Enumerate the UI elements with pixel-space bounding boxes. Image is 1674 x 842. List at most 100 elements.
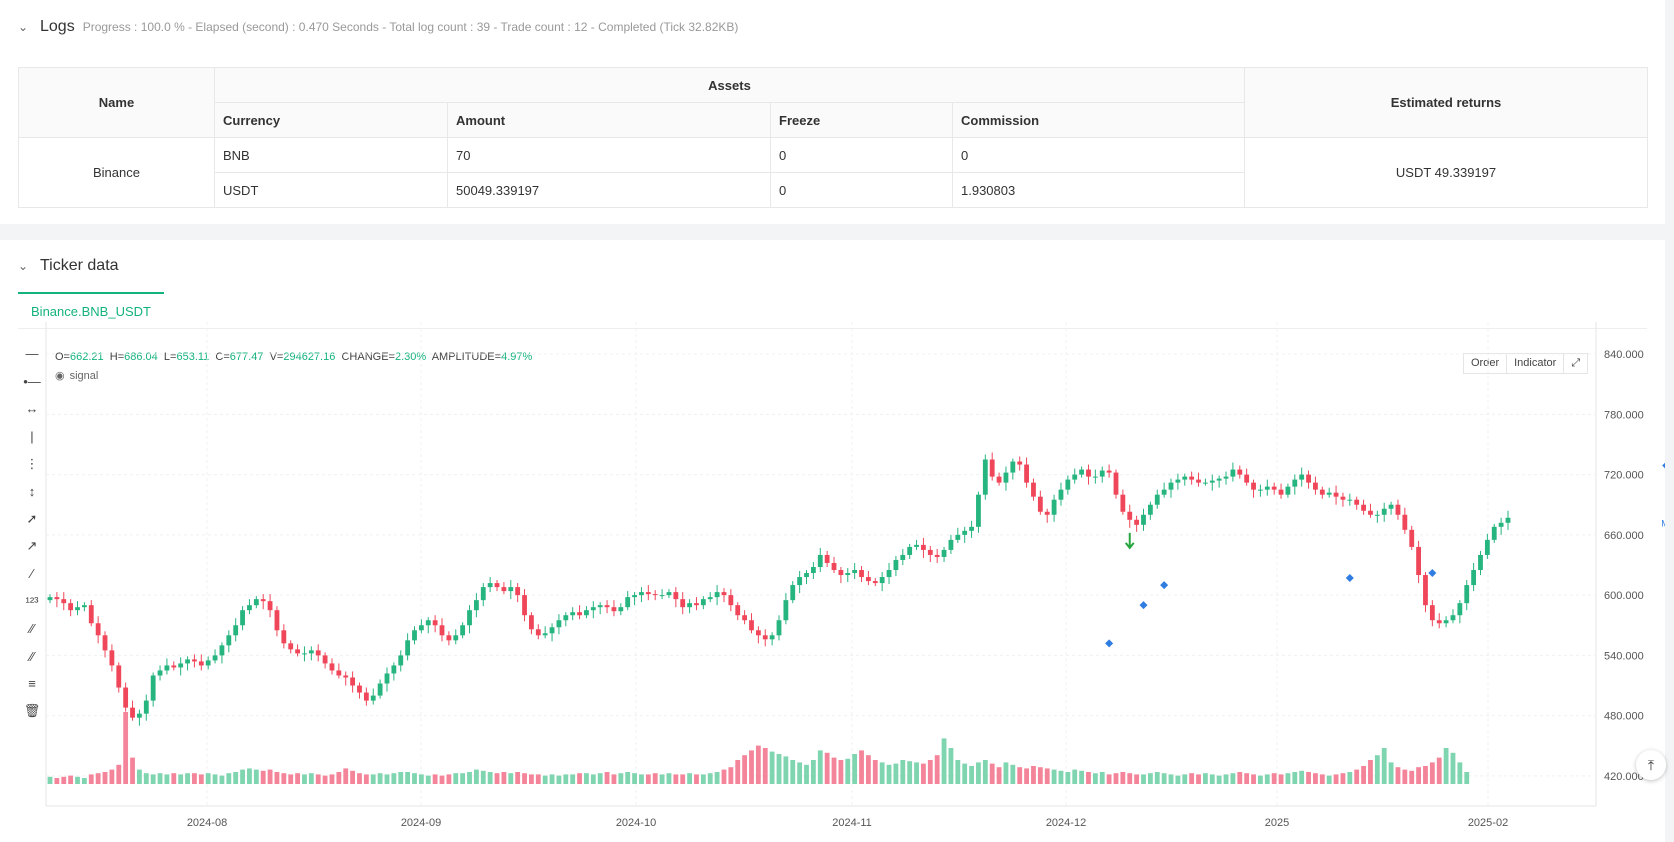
vertical-line-icon[interactable]: |	[30, 428, 34, 444]
scroll-top-icon[interactable]: ⤒	[1636, 750, 1666, 780]
chevron-down-icon[interactable]: ⌄	[18, 259, 29, 273]
volume-bar	[116, 764, 122, 784]
volume-bar	[563, 774, 569, 784]
ray-line-icon[interactable]: ↗	[26, 538, 38, 554]
candle-body	[288, 643, 294, 650]
candle-body	[865, 577, 871, 582]
candle-body	[817, 554, 823, 567]
candle-body	[934, 554, 940, 557]
logs-header[interactable]: ⌄ Logs Progress : 100.0 % - Elapsed (sec…	[18, 15, 738, 39]
candle-body	[480, 587, 486, 601]
candle-body	[1051, 499, 1057, 515]
candle-body	[1223, 476, 1229, 479]
candle-body	[666, 592, 672, 596]
volume-bar	[742, 755, 748, 784]
candle-body	[577, 612, 582, 616]
candle-body	[1271, 486, 1277, 490]
volume-bar	[810, 760, 816, 784]
volume-bar	[418, 774, 424, 784]
trash-icon[interactable]: 🗑	[23, 703, 41, 719]
volume-bar	[989, 763, 995, 784]
price-label-icon[interactable]: ¹²³	[25, 593, 39, 609]
ticker-header[interactable]: ⌄ Ticker data	[18, 254, 119, 278]
volume-bar	[102, 772, 108, 784]
candle-body	[1402, 514, 1408, 530]
volume-bar	[845, 758, 851, 784]
volume-bar	[508, 773, 514, 784]
candle-body	[75, 607, 80, 611]
volume-bar	[1051, 769, 1057, 784]
volume-bar	[1443, 748, 1449, 784]
signal-legend[interactable]: ◉ signal	[55, 369, 98, 383]
candle-body	[1189, 476, 1195, 480]
candle-body	[226, 635, 232, 646]
candle-body	[749, 620, 754, 631]
volume-bar	[577, 773, 582, 784]
horizontal-segment-icon[interactable]: ↔	[25, 401, 39, 417]
volume-bar	[1216, 775, 1222, 784]
candle-body	[308, 650, 314, 654]
candle-body	[590, 607, 596, 611]
candle-body	[1147, 504, 1153, 515]
volume-bar	[831, 757, 837, 784]
volume-bar	[755, 745, 761, 784]
vertical-ray-icon[interactable]: ⋮	[25, 455, 39, 471]
candle-body	[192, 659, 197, 662]
parallel-lines-icon[interactable]: ∕∕	[29, 621, 35, 637]
y-tick-label: 540.000	[1604, 650, 1644, 662]
candle-body	[1306, 474, 1311, 483]
candle-body	[611, 607, 617, 612]
candle-body	[927, 549, 933, 555]
volume-bar	[632, 773, 637, 784]
candle-body	[143, 700, 149, 714]
candle-body	[343, 675, 349, 678]
horizontal-line-icon[interactable]: —	[25, 346, 39, 362]
channel-icon[interactable]: ⁄⁄	[29, 648, 35, 664]
volume-bar	[962, 763, 968, 784]
candle-body	[1202, 482, 1208, 484]
fullscreen-icon[interactable]: ⤢	[1571, 357, 1581, 369]
volume-bar	[274, 772, 280, 784]
candle-body	[446, 635, 452, 641]
volume-bar	[893, 763, 899, 784]
volume-bar	[412, 773, 417, 784]
chevron-down-icon[interactable]: ⌄	[18, 20, 29, 34]
candle-body	[267, 601, 273, 611]
volume-bar	[1209, 774, 1215, 784]
candle-body	[453, 635, 459, 641]
segment-line-icon[interactable]: ∕	[30, 566, 34, 582]
volume-bar	[584, 773, 589, 784]
progress-status: Progress : 100.0 % - Elapsed (second) : …	[82, 20, 739, 34]
indicator-button[interactable]: Indicator	[1507, 354, 1565, 373]
volume-bar	[1361, 766, 1366, 784]
volume-bar	[886, 764, 892, 784]
y-tick-label: 420.000	[1604, 771, 1644, 783]
candle-body	[1230, 469, 1236, 477]
fibonacci-icon[interactable]: ≡	[28, 676, 36, 692]
candle-body	[515, 587, 521, 596]
order-button[interactable]: Order	[1464, 354, 1508, 373]
volume-bar	[790, 760, 796, 784]
candlestick-chart[interactable]: 420.000 480.000 540.000 600.000 660.000 720.0…	[0, 322, 1665, 842]
candle-body	[1388, 504, 1394, 509]
candle-body	[941, 549, 947, 557]
eye-icon[interactable]: ◉	[55, 370, 65, 382]
vertical-segment-icon[interactable]: ↕	[28, 483, 36, 499]
candle-body	[398, 655, 404, 666]
horizontal-ray-icon[interactable]: •—	[23, 373, 41, 389]
candle-body	[570, 612, 576, 616]
volume-bar	[377, 773, 383, 784]
cell-freeze: 0	[770, 137, 953, 173]
tab-bnb-usdt[interactable]: Binance.BNB_USDT	[18, 292, 164, 328]
volume-bar	[735, 760, 741, 784]
volume-bar	[171, 773, 177, 784]
candle-body	[494, 583, 500, 588]
candle-body	[1347, 499, 1353, 501]
candle-body	[61, 599, 67, 604]
candle-body	[1374, 514, 1380, 516]
volume-bar	[253, 769, 259, 784]
volume-bar	[150, 774, 156, 784]
candle-body	[1086, 469, 1091, 477]
candle-body	[329, 663, 335, 671]
trend-line-icon[interactable]: ➚	[26, 510, 38, 526]
